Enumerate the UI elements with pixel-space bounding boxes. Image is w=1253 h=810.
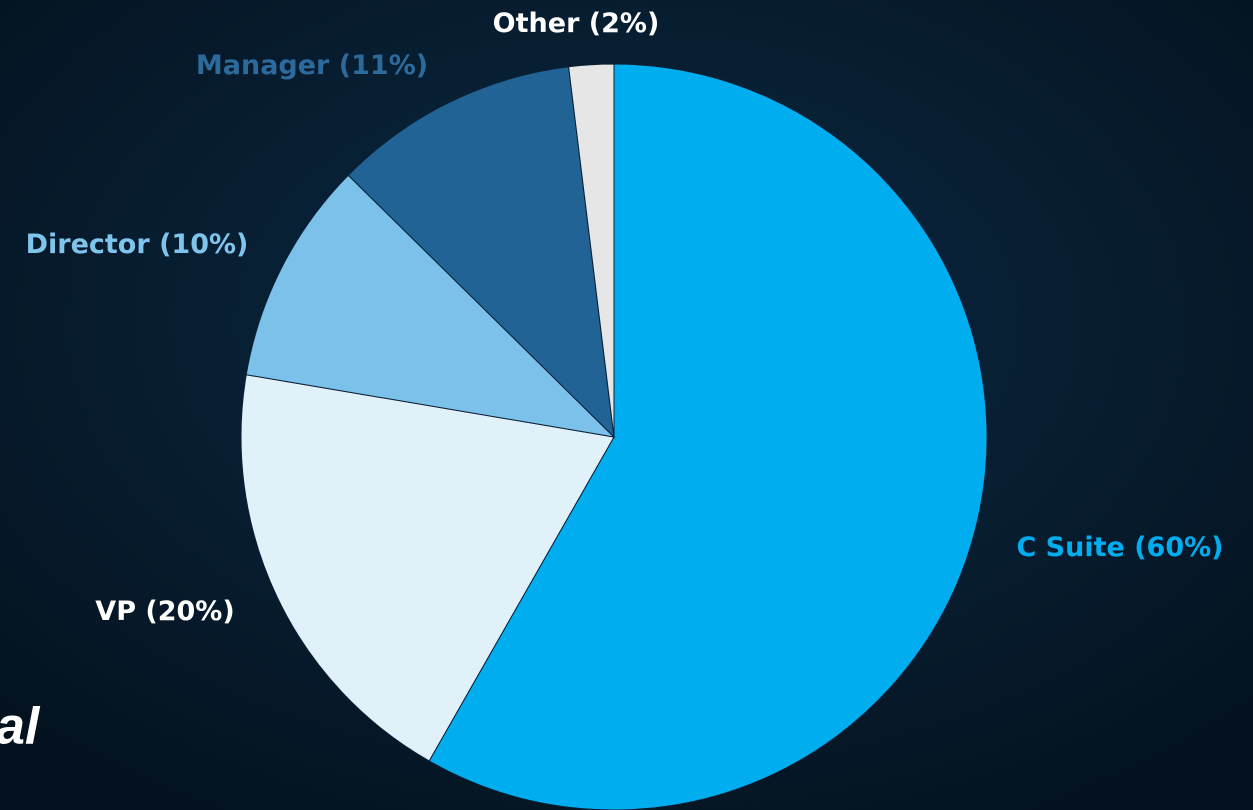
slice-label: Manager (11%) [196,50,428,81]
pie [240,63,988,810]
slice-category: Manager [196,50,330,81]
slice-value-label: (60%) [1134,532,1223,563]
pie-slice [245,174,616,438]
slice-value-label: (2%) [589,8,660,39]
slice-category: Other [493,8,580,39]
slice-category: VP [95,596,136,627]
slice-label: C Suite (60%) [1016,532,1223,563]
logo-text: al [0,698,41,756]
slice-value-label: (10%) [159,229,248,260]
pie-slice [347,66,615,439]
slice-category: Director [26,229,151,260]
pie-slice [568,63,615,438]
slice-label: Other (2%) [493,8,660,39]
slice-label: Director (10%) [26,229,249,260]
pie-slice [240,374,615,762]
slice-category: C Suite [1016,532,1124,563]
slice-value-label: (20%) [145,596,234,627]
labels: C Suite (60%) VP (20%) Director (10%) Manag… [26,8,1224,627]
slice-value-label: (11%) [339,50,428,81]
slice-label: VP (20%) [95,596,234,627]
